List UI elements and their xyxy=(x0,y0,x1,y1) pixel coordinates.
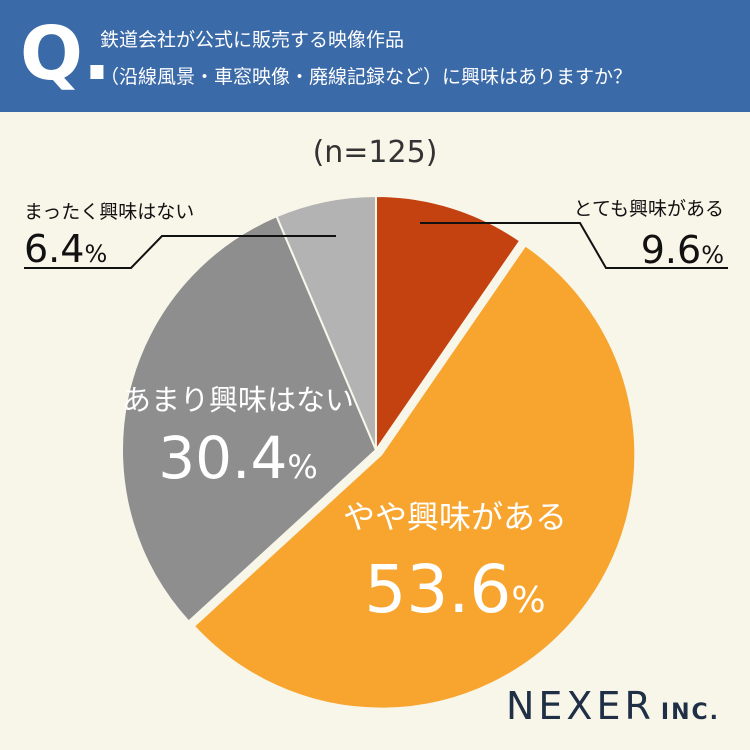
callout-value-totemo: 9.6% xyxy=(641,228,724,272)
callout-line-mattaku xyxy=(24,235,336,269)
callout-line-totemo xyxy=(420,222,728,269)
question-text-line2: （沿線風景・車窓映像・廃線記録など）に興味はありますか？ xyxy=(100,66,633,88)
pie-slice-4 xyxy=(275,194,377,451)
pie-slice-1 xyxy=(375,194,522,454)
callout-label-totemo: とても興味がある xyxy=(574,198,724,220)
slice-label-yaya: やや興味がある xyxy=(343,498,567,536)
slice-label-amari: あまり興味はない xyxy=(122,383,354,417)
callout-label-mattaku: まったく興味はない xyxy=(24,201,194,223)
sample-size-label: (n=125) xyxy=(313,135,438,170)
logo-name: NEXER xyxy=(506,684,655,728)
question-text-line1: 鉄道会社が公式に販売する映像作品 xyxy=(100,29,405,51)
pie-slice-3 xyxy=(121,214,378,623)
logo-suffix: INC. xyxy=(660,700,720,725)
slice-value-amari: 30.4% xyxy=(158,424,318,492)
question-header: Q. 鉄道会社が公式に販売する映像作品 （沿線風景・車窓映像・廃線記録など）に興… xyxy=(0,0,750,112)
callout-value-mattaku: 6.4% xyxy=(24,227,107,271)
pie-slice-2 xyxy=(192,244,637,710)
question-mark: Q. xyxy=(20,11,112,97)
nexer-logo: NEXER INC. xyxy=(506,684,720,728)
slice-value-yaya: 53.6% xyxy=(364,551,545,628)
